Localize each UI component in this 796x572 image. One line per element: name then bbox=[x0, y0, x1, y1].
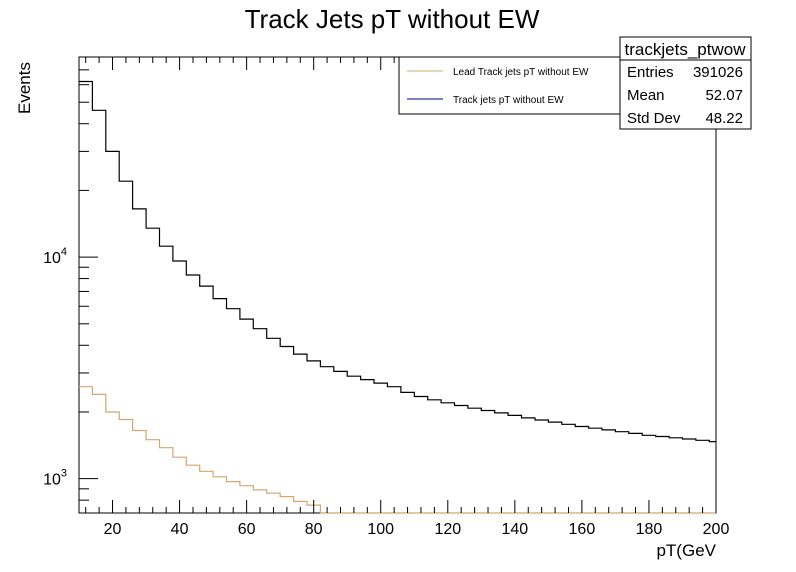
series-line-track-jets bbox=[79, 80, 716, 443]
stats-stddev-value: 48.22 bbox=[705, 110, 743, 127]
x-tick-label: 80 bbox=[305, 521, 323, 538]
stats-mean-value: 52.07 bbox=[705, 87, 743, 104]
stats-entries-label: Entries bbox=[627, 64, 674, 81]
stats-entries-value: 391026 bbox=[693, 64, 743, 81]
stats-mean-label: Mean bbox=[627, 87, 665, 104]
chart-title: Track Jets pT without EW bbox=[245, 4, 540, 34]
stats-box-frame bbox=[619, 36, 752, 130]
stats-title: trackjets_ptwow bbox=[625, 40, 747, 59]
y-tick-label: 103 bbox=[43, 468, 67, 489]
stats-stddev-label: Std Dev bbox=[627, 110, 681, 127]
x-tick-label: 100 bbox=[367, 521, 394, 538]
axes-group: 20 40 60 80 100 120 140 160 180 200 103 104 bbox=[43, 56, 730, 538]
legend-label-lead: Lead Track jets pT without EW bbox=[453, 67, 589, 78]
x-tick-label: 20 bbox=[104, 521, 122, 538]
legend-label-all: Track jets pT without EW bbox=[453, 95, 564, 106]
x-tick-label: 140 bbox=[501, 521, 528, 538]
stats-box: trackjets_ptwow Entries 391026 Mean 52.0… bbox=[619, 36, 752, 130]
x-tick-label: 180 bbox=[636, 521, 663, 538]
y-tick-label: 104 bbox=[43, 246, 67, 267]
x-tick-label: 40 bbox=[171, 521, 189, 538]
y-axis-label: Events bbox=[15, 62, 34, 114]
legend-box bbox=[398, 56, 623, 115]
legend: Lead Track jets pT without EW Track jets… bbox=[398, 56, 623, 115]
x-tick-label: 60 bbox=[238, 521, 256, 538]
x-axis-label: pT(GeV bbox=[656, 541, 716, 560]
series-line-lead-track-jets bbox=[79, 386, 716, 514]
x-tick-label: 200 bbox=[703, 521, 730, 538]
x-tick-label: 160 bbox=[569, 521, 596, 538]
series-group bbox=[79, 80, 716, 514]
x-tick-label: 120 bbox=[434, 521, 461, 538]
